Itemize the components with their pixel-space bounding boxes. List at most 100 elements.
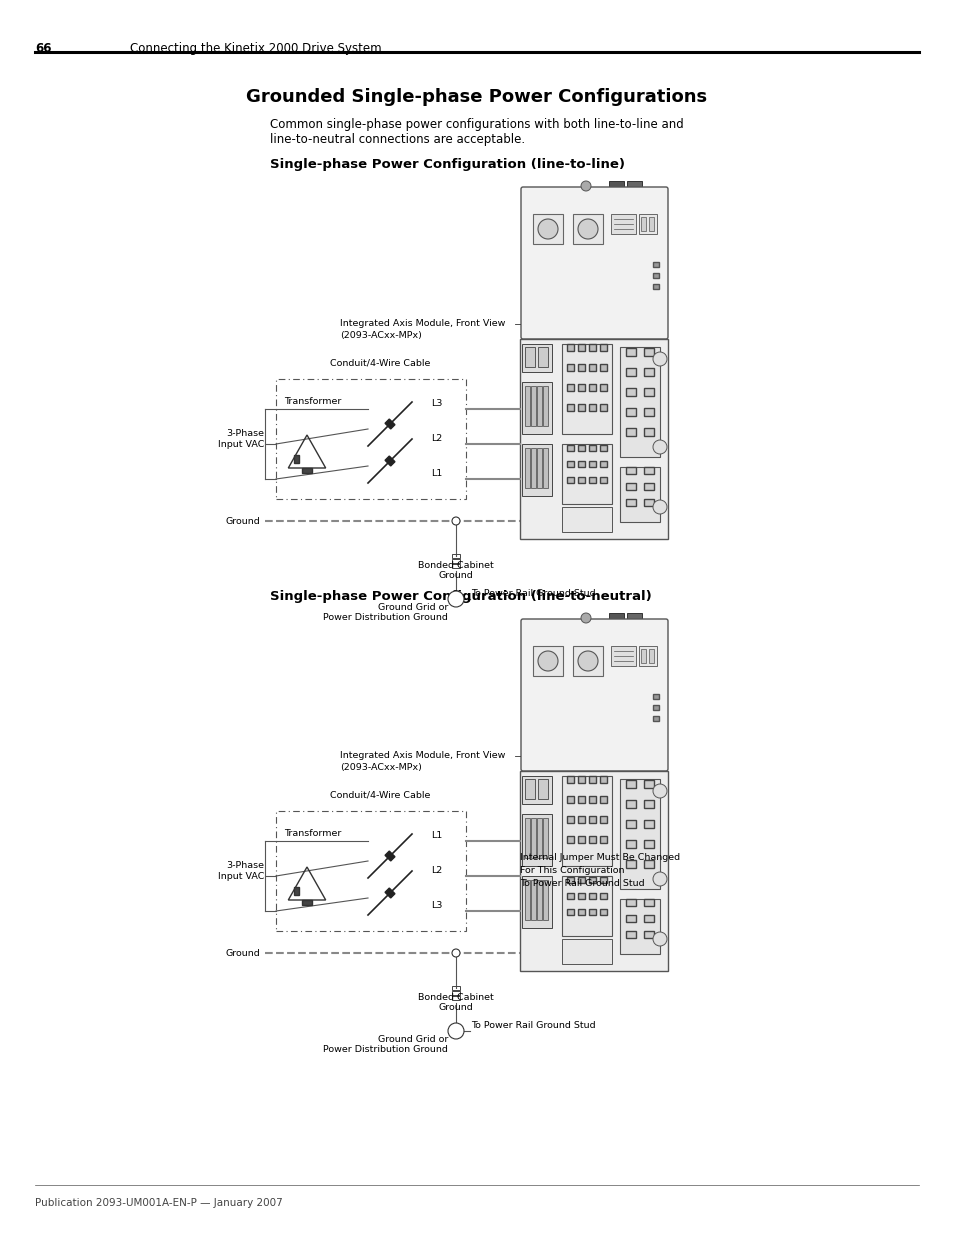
Bar bbox=[643, 899, 654, 906]
Bar bbox=[294, 456, 298, 463]
Bar bbox=[561, 445, 612, 504]
Bar bbox=[519, 771, 667, 971]
Bar bbox=[578, 909, 584, 915]
Bar bbox=[521, 382, 552, 433]
Bar bbox=[524, 347, 535, 367]
Bar bbox=[275, 811, 465, 931]
Polygon shape bbox=[385, 456, 395, 466]
Bar bbox=[599, 893, 606, 899]
Bar bbox=[542, 448, 547, 488]
Text: Ground Grid or
Power Distribution Ground: Ground Grid or Power Distribution Ground bbox=[323, 1035, 448, 1055]
Text: L1: L1 bbox=[431, 469, 442, 478]
Bar bbox=[578, 461, 584, 467]
Bar bbox=[588, 909, 596, 915]
Bar bbox=[643, 368, 654, 375]
Bar bbox=[643, 781, 654, 788]
Circle shape bbox=[448, 1023, 463, 1039]
FancyBboxPatch shape bbox=[520, 186, 667, 338]
Bar bbox=[533, 646, 562, 676]
Bar bbox=[531, 818, 536, 858]
Bar bbox=[599, 816, 606, 823]
Bar bbox=[302, 468, 312, 473]
Bar bbox=[643, 408, 654, 416]
Bar bbox=[275, 379, 465, 499]
Bar bbox=[643, 348, 654, 356]
Text: Conduit/4-Wire Cable: Conduit/4-Wire Cable bbox=[330, 359, 430, 368]
Circle shape bbox=[652, 784, 666, 798]
Bar bbox=[588, 836, 596, 844]
Bar bbox=[640, 650, 645, 663]
Bar bbox=[643, 388, 654, 396]
Circle shape bbox=[652, 352, 666, 366]
Bar bbox=[566, 445, 574, 451]
Text: Bonded Cabinet
Ground: Bonded Cabinet Ground bbox=[417, 993, 494, 1013]
Bar bbox=[561, 345, 612, 433]
Bar bbox=[599, 797, 606, 803]
Text: (2093-ACxx-MPx): (2093-ACxx-MPx) bbox=[339, 331, 421, 340]
Circle shape bbox=[537, 651, 558, 671]
Bar bbox=[566, 477, 574, 483]
Text: 3-Phase
Input VAC: 3-Phase Input VAC bbox=[217, 861, 264, 881]
Bar bbox=[640, 217, 645, 231]
Bar bbox=[566, 797, 574, 803]
Bar bbox=[625, 388, 636, 396]
Bar bbox=[625, 915, 636, 923]
Polygon shape bbox=[385, 851, 395, 861]
Bar bbox=[625, 800, 636, 808]
Polygon shape bbox=[385, 888, 395, 898]
Text: To Power Rail Ground Stud: To Power Rail Ground Stud bbox=[471, 589, 595, 598]
Bar bbox=[643, 800, 654, 808]
Bar bbox=[521, 814, 552, 866]
Bar bbox=[626, 182, 641, 189]
Text: line-to-neutral connections are acceptable.: line-to-neutral connections are acceptab… bbox=[270, 133, 524, 146]
Text: Grounded Single-phase Power Configurations: Grounded Single-phase Power Configuratio… bbox=[246, 88, 707, 106]
Bar bbox=[452, 995, 459, 1000]
Bar bbox=[452, 986, 459, 990]
Bar bbox=[542, 881, 547, 920]
Text: Ground: Ground bbox=[225, 516, 260, 526]
Bar bbox=[531, 448, 536, 488]
Bar bbox=[573, 646, 602, 676]
Text: Ground Grid or
Power Distribution Ground: Ground Grid or Power Distribution Ground bbox=[323, 603, 448, 622]
Bar bbox=[625, 483, 636, 490]
Text: Integrated Axis Module, Front View: Integrated Axis Module, Front View bbox=[339, 751, 505, 760]
Text: (2093-ACxx-MPx): (2093-ACxx-MPx) bbox=[339, 763, 421, 772]
Bar bbox=[625, 408, 636, 416]
Bar bbox=[537, 448, 541, 488]
Text: Bonded Cabinet
Ground: Bonded Cabinet Ground bbox=[417, 561, 494, 580]
Bar bbox=[542, 818, 547, 858]
Bar bbox=[566, 345, 574, 351]
Bar bbox=[599, 909, 606, 915]
Text: Conduit/4-Wire Cable: Conduit/4-Wire Cable bbox=[330, 790, 430, 800]
Bar bbox=[537, 881, 541, 920]
Text: Publication 2093-UM001A-EN-P — January 2007: Publication 2093-UM001A-EN-P — January 2… bbox=[35, 1198, 282, 1208]
Bar bbox=[643, 467, 654, 474]
Bar bbox=[599, 836, 606, 844]
Bar bbox=[652, 262, 659, 267]
Circle shape bbox=[580, 613, 590, 622]
Bar bbox=[588, 445, 596, 451]
Bar bbox=[619, 779, 659, 889]
Bar bbox=[588, 776, 596, 783]
Bar bbox=[599, 477, 606, 483]
Bar bbox=[452, 555, 459, 558]
Bar bbox=[578, 816, 584, 823]
Bar bbox=[588, 384, 596, 391]
Bar bbox=[524, 387, 530, 426]
Bar bbox=[619, 347, 659, 457]
Bar bbox=[452, 990, 459, 995]
Bar bbox=[524, 818, 530, 858]
Bar bbox=[625, 840, 636, 848]
Bar bbox=[648, 650, 654, 663]
Bar bbox=[588, 797, 596, 803]
FancyBboxPatch shape bbox=[520, 619, 667, 771]
Bar bbox=[578, 345, 584, 351]
Text: 66: 66 bbox=[35, 42, 51, 56]
Bar bbox=[533, 214, 562, 245]
Bar bbox=[521, 445, 552, 496]
Bar bbox=[566, 893, 574, 899]
Bar bbox=[578, 877, 584, 883]
Bar bbox=[608, 613, 623, 621]
Bar bbox=[588, 877, 596, 883]
Bar bbox=[588, 893, 596, 899]
